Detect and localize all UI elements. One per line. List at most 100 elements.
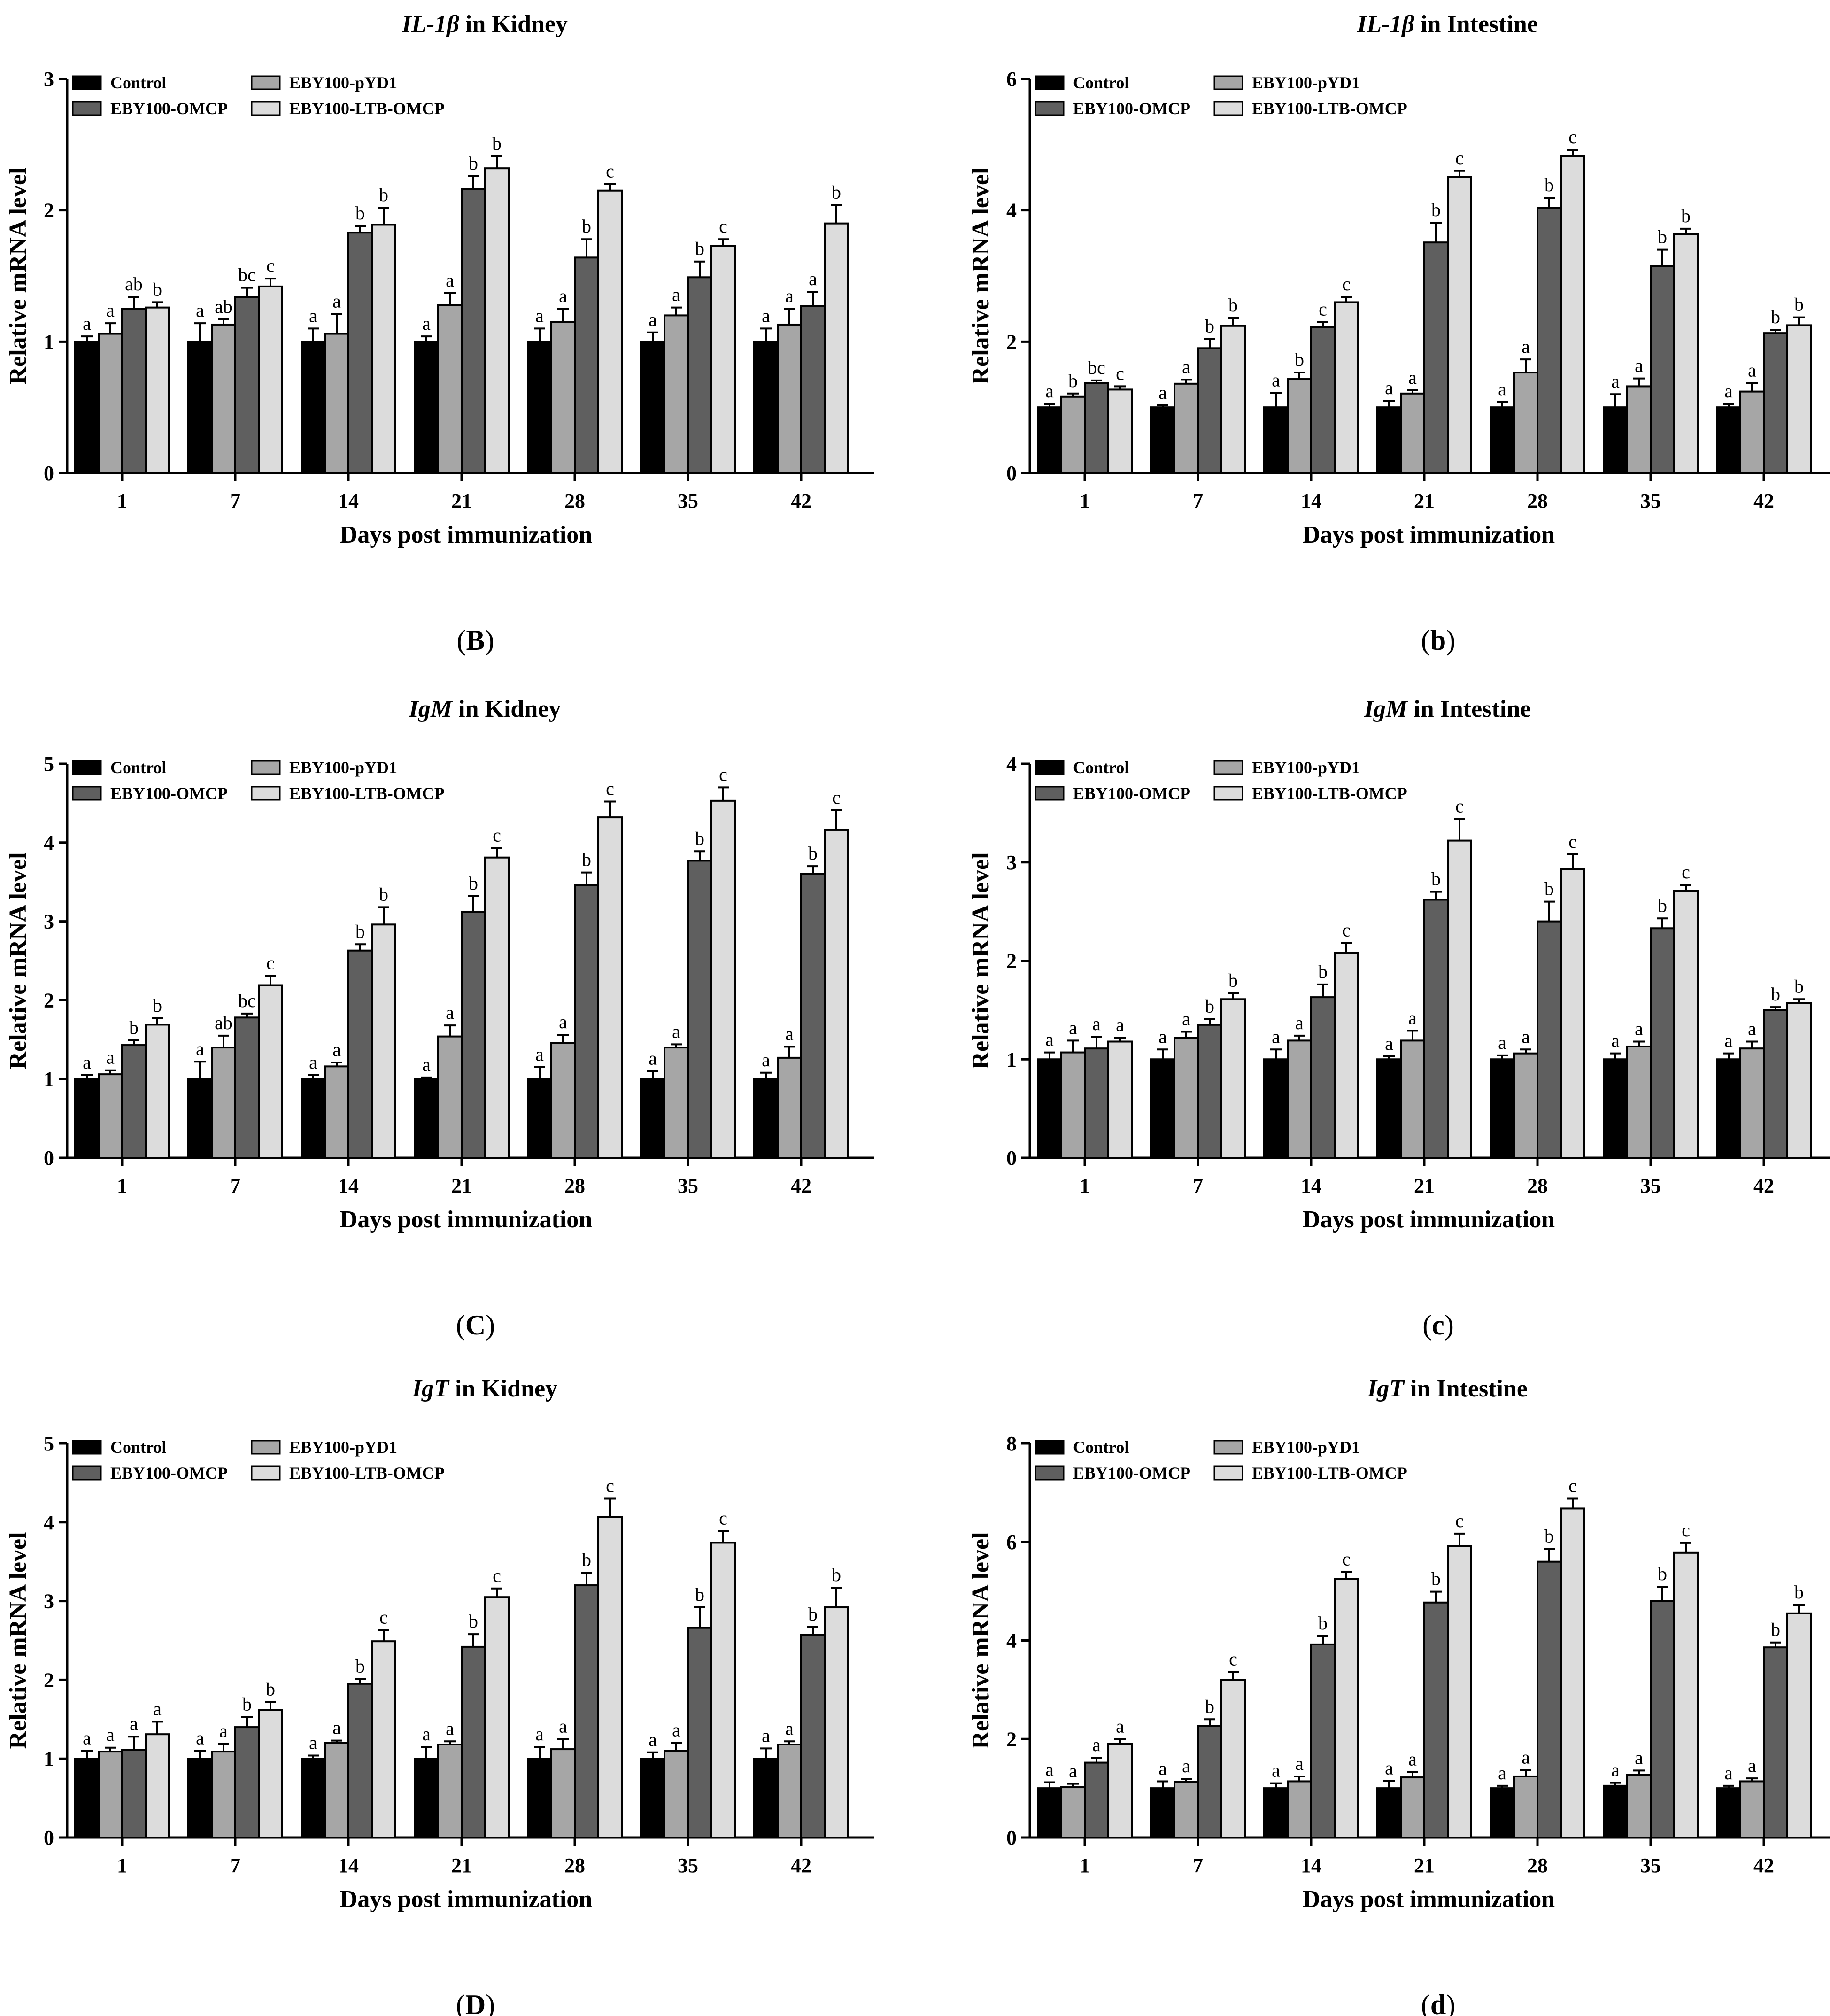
- significance-label: b: [808, 1604, 818, 1625]
- bar-control-day-35: [640, 1758, 665, 1839]
- chart-title: IgM in Kidney: [409, 696, 561, 722]
- significance-label: a: [1272, 1026, 1280, 1047]
- chart-panel-d: IgT in Intestine 0 2 4 6 8 Relative mRNA level…: [967, 1375, 1830, 2016]
- significance-label: a: [559, 1715, 567, 1737]
- significance-label: a: [762, 305, 770, 326]
- x-tick-label: 1: [117, 1174, 127, 1197]
- x-tick-label: 7: [1193, 489, 1203, 512]
- significance-label: b: [1295, 349, 1304, 370]
- y-tick-label: 1: [44, 330, 54, 353]
- significance-label: a: [762, 1725, 770, 1746]
- significance-label: a: [219, 1720, 228, 1741]
- x-tick-label: 21: [451, 1854, 472, 1877]
- x-tick-label: 42: [1753, 1174, 1774, 1197]
- significance-label: a: [1611, 1030, 1620, 1051]
- panel-label-letter: C: [465, 1310, 486, 1341]
- x-tick-label: 35: [678, 1174, 698, 1197]
- significance-label: c: [1682, 1520, 1690, 1541]
- bar-eby100-pyd1-day-21: [1400, 392, 1425, 474]
- y-tick-label: 0: [44, 462, 54, 485]
- significance-label: c: [266, 255, 275, 276]
- bar-eby100-pyd1-day-14: [1287, 378, 1312, 474]
- bar-eby100-ltb-omcp-day-42: [1786, 1002, 1812, 1159]
- significance-label: b: [1205, 995, 1214, 1016]
- significance-label: b: [1228, 295, 1238, 316]
- bar-control-day-1: [74, 341, 100, 474]
- significance-label: b: [1658, 226, 1667, 248]
- bar-eby100-omcp-day-7: [1197, 1024, 1222, 1159]
- significance-label: a: [332, 1717, 341, 1738]
- panel-label-close: ): [486, 1989, 495, 2016]
- bar-eby100-pyd1-day-1: [98, 1751, 123, 1839]
- y-tick-label: 3: [44, 910, 54, 933]
- y-tick-label: 5: [44, 1432, 54, 1455]
- significance-label: b: [379, 884, 388, 905]
- significance-label: a: [1385, 1757, 1393, 1778]
- bar-control-day-14: [301, 341, 326, 474]
- bar-control-day-7: [187, 1078, 213, 1159]
- significance-label: b: [832, 181, 841, 202]
- legend-swatch: [72, 786, 102, 801]
- significance-label: a: [332, 291, 341, 312]
- legend-label: EBY100-OMCP: [1073, 99, 1190, 118]
- bar-eby100-pyd1-day-35: [1626, 385, 1652, 474]
- chart-title: IL-1β in Kidney: [402, 11, 568, 38]
- panel-label: (d): [1421, 1989, 1455, 2016]
- bar-control-day-21: [1376, 1787, 1402, 1838]
- significance-label: b: [355, 1656, 365, 1677]
- significance-label: a: [446, 1718, 454, 1739]
- x-tick-label: 14: [1301, 489, 1321, 512]
- bar-eby100-ltb-omcp-day-1: [1107, 1040, 1133, 1159]
- bar-eby100-ltb-omcp-day-7: [1220, 1679, 1246, 1839]
- bar-eby100-ltb-omcp-day-1: [145, 306, 170, 474]
- legend-swatch: [251, 760, 281, 775]
- bar-eby100-ltb-omcp-day-1: [1107, 388, 1133, 474]
- significance-label: c: [1116, 363, 1124, 384]
- legend-label: Control: [110, 1438, 166, 1457]
- bar-eby100-ltb-omcp-day-14: [371, 923, 396, 1159]
- bar-eby100-omcp-day-1: [121, 1044, 147, 1159]
- panel-label-letter: d: [1430, 1989, 1446, 2016]
- y-tick-label: 5: [44, 752, 54, 775]
- bar-eby100-omcp-day-1: [1084, 382, 1109, 474]
- panel-label: (c): [1422, 1310, 1454, 1341]
- bar-eby100-omcp-day-42: [800, 873, 826, 1159]
- bar-eby100-pyd1-day-21: [437, 1035, 463, 1159]
- significance-label: a: [446, 270, 454, 291]
- significance-label: a: [196, 1727, 204, 1748]
- significance-label: b: [695, 1584, 704, 1605]
- significance-label: c: [1455, 1510, 1464, 1531]
- bar-control-day-7: [1150, 1058, 1175, 1159]
- bar-control-day-1: [1037, 1787, 1062, 1838]
- y-axis-label: Relative mRNA level: [967, 1532, 994, 1749]
- significance-label: a: [1408, 1749, 1417, 1770]
- bar-eby100-omcp-day-28: [1537, 207, 1562, 474]
- bar-eby100-omcp-day-28: [574, 256, 599, 474]
- bar-eby100-omcp-day-14: [347, 232, 373, 474]
- significance-label: b: [1544, 1525, 1554, 1546]
- significance-label: a: [83, 313, 91, 334]
- chart-panel-c: IgM in Intestine 0 1 2 3 4 Relative mRNA level…: [967, 696, 1830, 1341]
- bar-eby100-pyd1-day-35: [664, 1047, 689, 1159]
- significance-label: a: [535, 305, 544, 326]
- bar-eby100-ltb-omcp-day-7: [258, 1709, 283, 1838]
- legend-label: EBY100-OMCP: [110, 99, 228, 118]
- legend: Control EBY100-pYD1 EBY100-OMCP EBY100-LTB-…: [72, 73, 445, 118]
- bar-control-day-28: [1490, 1787, 1515, 1838]
- bar-eby100-ltb-omcp-day-35: [1673, 233, 1699, 474]
- significance-label: b: [355, 921, 365, 942]
- legend-swatch: [1213, 786, 1243, 801]
- bar-eby100-ltb-omcp-day-14: [371, 224, 396, 474]
- significance-label: ab: [125, 273, 143, 295]
- x-axis-label: Days post immunization: [340, 521, 592, 548]
- x-tick-label: 14: [1301, 1854, 1321, 1877]
- bar-eby100-pyd1-day-28: [550, 1748, 576, 1839]
- significance-label: b: [129, 1017, 139, 1038]
- significance-label: a: [196, 1038, 204, 1059]
- x-tick-label: 7: [230, 1854, 240, 1877]
- chart-panel-D: IgT in Kidney 0 1 2 3 4 5 Relative mRNA level 1 a…: [5, 1375, 874, 2016]
- bar-control-day-42: [753, 1758, 779, 1839]
- bar-control-day-7: [187, 1758, 213, 1839]
- panel-label-close: ): [1446, 625, 1455, 656]
- bar-eby100-omcp-day-21: [461, 1645, 486, 1838]
